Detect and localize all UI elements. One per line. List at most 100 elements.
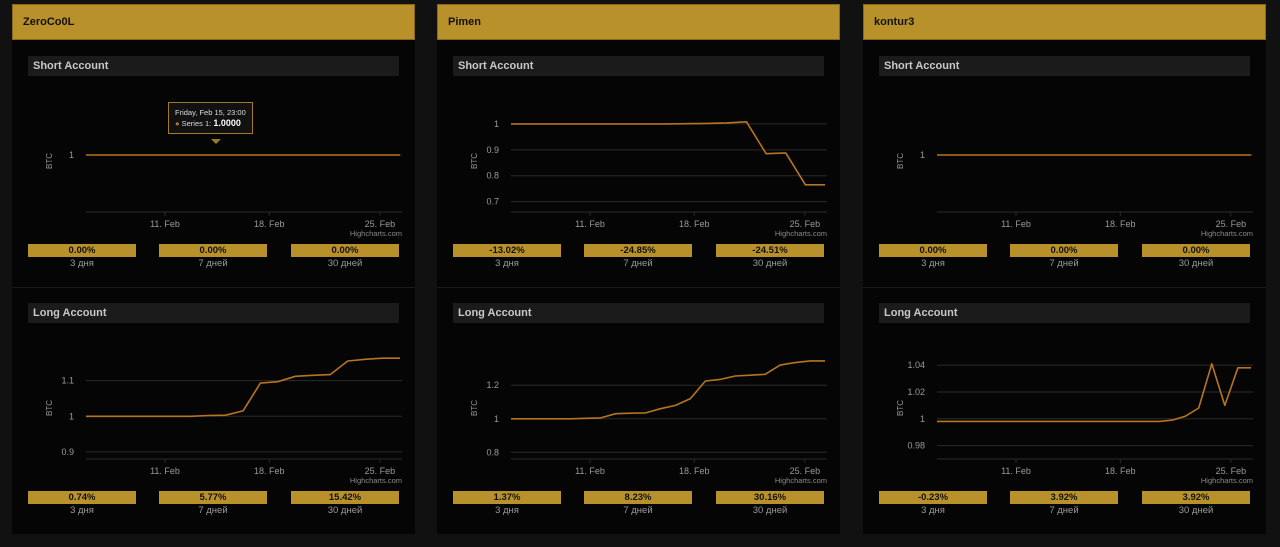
x-tick-label: 25. Feb	[790, 219, 821, 229]
stat-3-days: -0.23% 3 дня	[879, 491, 987, 518]
stat-label: 7 дней	[1049, 258, 1079, 269]
y-tick-label: 1.1	[61, 376, 74, 386]
chart-credit: Highcharts.com	[350, 229, 402, 238]
tooltip-value: 1.0000	[213, 118, 241, 128]
stat-label: 7 дней	[623, 505, 653, 516]
x-tick-label: 11. Feb	[1001, 466, 1031, 476]
y-tick-label: 1	[920, 150, 925, 160]
y-tick-label: 1.04	[907, 360, 925, 370]
panel-title: Short Account	[28, 56, 399, 76]
y-tick-label: 0.8	[486, 447, 499, 457]
y-tick-label: 1	[494, 119, 499, 129]
account-column-pimen: Pimen Short Account 0.7 0.8 0.9 1 BTC 11. Feb…	[437, 4, 840, 534]
x-tick-label: 11. Feb	[575, 219, 605, 229]
y-tick-label: 0.98	[907, 441, 925, 451]
stat-7-days: 8.23% 7 дней	[584, 491, 692, 518]
account-header: ZeroCo0L	[12, 4, 415, 40]
x-tick-label: 25. Feb	[365, 219, 396, 229]
x-tick-label: 18. Feb	[1105, 219, 1136, 229]
chart-svg: 0.8 1 1.2 BTC 11. Feb 18. Feb 25. FebHighchart…	[470, 360, 827, 485]
stat-value: 0.00%	[1142, 244, 1250, 257]
stat-value: -13.02%	[453, 244, 561, 257]
series-line	[937, 362, 1251, 423]
stat-value: 0.00%	[291, 244, 399, 257]
y-tick-label: 1.02	[907, 387, 925, 397]
chart-svg: 0.7 0.8 0.9 1 BTC 11. Feb 18. Feb 25. FebHighch…	[470, 119, 827, 238]
series-line	[86, 357, 400, 418]
panel-title: Long Account	[28, 303, 399, 323]
stat-label: 3 дня	[495, 505, 519, 516]
stat-value: 15.42%	[291, 491, 399, 504]
y-tick-label: 0.7	[486, 197, 499, 207]
stat-value: 8.23%	[584, 491, 692, 504]
short-account-chart[interactable]: 0.7 0.8 0.9 1 BTC 11. Feb 18. Feb 25. Feb Highch…	[453, 88, 828, 243]
stat-value: 0.00%	[1010, 244, 1118, 257]
chart-svg: 0.98 1 1.02 1.04 BTC 11. Feb 18. Feb 25. FebHig…	[896, 360, 1253, 485]
stat-label: 3 дня	[921, 258, 945, 269]
stat-label: 7 дней	[198, 505, 228, 516]
stat-label: 30 дней	[752, 505, 788, 516]
stat-30-days: 15.42% 30 дней	[291, 491, 399, 518]
x-tick-label: 11. Feb	[150, 466, 180, 476]
chart-svg: 0.9 1 1.1 BTC 11. Feb 18. Feb 25. FebHighchart…	[45, 357, 402, 485]
x-tick-label: 25. Feb	[1216, 219, 1247, 229]
y-tick-label: 0.9	[486, 145, 499, 155]
stat-value: 3.92%	[1010, 491, 1118, 504]
short-stats-row: 0.00% 3 дня 0.00% 7 дней 0.00% 30 дней	[879, 244, 1250, 274]
y-tick-label: 1	[69, 150, 74, 160]
y-tick-label: 1	[920, 414, 925, 424]
y-tick-label: 0.9	[61, 447, 74, 457]
stat-30-days: -24.51% 30 дней	[716, 244, 824, 271]
long-account-chart[interactable]: 0.9 1 1.1 BTC 11. Feb 18. Feb 25. Feb Highchart…	[28, 335, 403, 490]
stat-value: 1.37%	[453, 491, 561, 504]
chart-credit: Highcharts.com	[350, 476, 402, 485]
stat-7-days: 0.00% 7 дней	[159, 244, 267, 271]
y-axis-title: BTC	[896, 400, 905, 416]
panel-title: Long Account	[453, 303, 824, 323]
short-account-chart[interactable]: 1 BTC 11. Feb 18. Feb 25. Feb Highcharts.com	[879, 88, 1254, 243]
stat-30-days: 3.92% 30 дней	[1142, 491, 1250, 518]
tooltip-pointer-icon	[211, 139, 221, 144]
stat-30-days: 0.00% 30 дней	[291, 244, 399, 271]
long-account-chart[interactable]: 0.98 1 1.02 1.04 BTC 11. Feb 18. Feb 25. Feb Hig…	[879, 335, 1254, 490]
short-stats-row: -13.02% 3 дня -24.85% 7 дней -24.51% 30 дне…	[453, 244, 824, 274]
panel-title: Long Account	[879, 303, 1250, 323]
stat-label: 3 дня	[495, 258, 519, 269]
account-column-kontur3: kontur3 Short Account 1 BTC 11. Feb 18. Feb…	[863, 4, 1266, 534]
x-tick-label: 11. Feb	[575, 466, 605, 476]
long-stats-row: 1.37% 3 дня 8.23% 7 дней 30.16% 30 дней	[453, 491, 824, 521]
short-account-chart[interactable]: 1 BTC 11. Feb 18. Feb 25. Feb Highcharts.com	[28, 88, 403, 243]
stat-7-days: 3.92% 7 дней	[1010, 491, 1118, 518]
series-line	[511, 120, 825, 186]
y-axis-title: BTC	[45, 400, 54, 416]
stat-label: 7 дней	[623, 258, 653, 269]
x-tick-label: 18. Feb	[679, 466, 710, 476]
panel-divider	[863, 287, 1266, 288]
long-stats-row: -0.23% 3 дня 3.92% 7 дней 3.92% 30 дней	[879, 491, 1250, 521]
stat-label: 7 дней	[198, 258, 228, 269]
stat-3-days: -13.02% 3 дня	[453, 244, 561, 271]
stat-value: -24.51%	[716, 244, 824, 257]
series-marker-icon: ●	[175, 119, 180, 128]
stat-value: 3.92%	[1142, 491, 1250, 504]
y-tick-label: 1.2	[486, 380, 499, 390]
tooltip-series-name: Series 1	[181, 119, 210, 128]
stat-value: 0.00%	[159, 244, 267, 257]
long-account-chart[interactable]: 0.8 1 1.2 BTC 11. Feb 18. Feb 25. Feb Highchart…	[453, 335, 828, 490]
account-header: Pimen	[437, 4, 840, 40]
stat-value: 0.00%	[879, 244, 987, 257]
x-tick-label: 25. Feb	[1216, 466, 1247, 476]
chart-credit: Highcharts.com	[775, 229, 827, 238]
stat-7-days: -24.85% 7 дней	[584, 244, 692, 271]
stat-7-days: 5.77% 7 дней	[159, 491, 267, 518]
stat-3-days: 1.37% 3 дня	[453, 491, 561, 518]
tooltip-date: Friday, Feb 15, 23:00	[175, 108, 246, 117]
y-tick-label: 1	[494, 414, 499, 424]
x-tick-label: 11. Feb	[1001, 219, 1031, 229]
stat-label: 3 дня	[921, 505, 945, 516]
y-tick-label: 1	[69, 411, 74, 421]
x-tick-label: 25. Feb	[790, 466, 821, 476]
stat-3-days: 0.74% 3 дня	[28, 491, 136, 518]
stat-value: -0.23%	[879, 491, 987, 504]
